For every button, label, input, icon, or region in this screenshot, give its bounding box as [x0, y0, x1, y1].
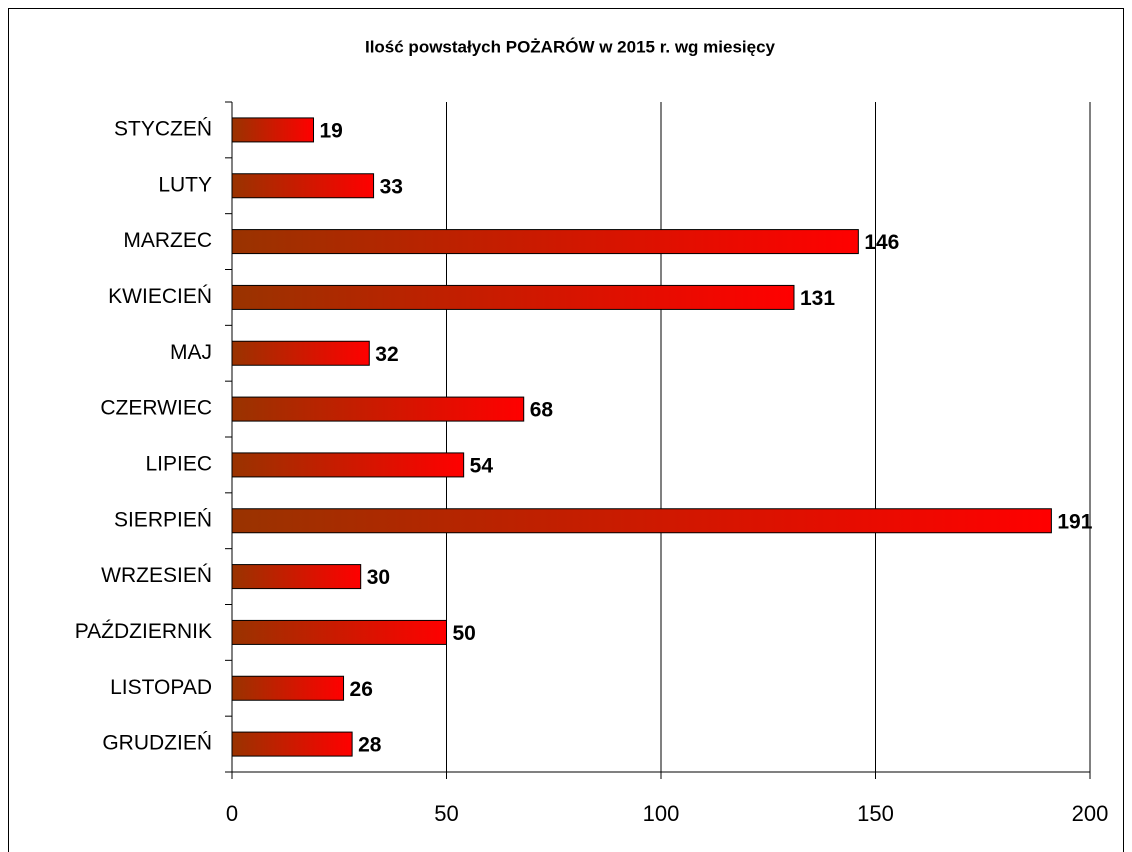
y-tick-label: GRUDZIEŃ [102, 732, 212, 755]
value-label: 32 [375, 343, 398, 366]
value-label: 191 [1057, 510, 1092, 533]
chart-title: Ilość powstałych POŻARÓW w 2015 r. wg mi… [365, 37, 776, 56]
bar [231, 340, 370, 366]
bar [231, 619, 447, 645]
value-label: 30 [367, 566, 390, 589]
bar [231, 284, 795, 310]
value-label: 26 [350, 678, 373, 701]
y-tick-label: LUTY [158, 173, 212, 196]
y-tick-label: STYCZEŃ [114, 117, 212, 140]
x-tick-label: 150 [857, 801, 894, 826]
y-tick-label: KWIECIEŃ [108, 285, 212, 308]
y-tick-label: CZERWIEC [100, 397, 212, 420]
chart-border [8, 8, 1124, 852]
value-label: 54 [470, 454, 494, 477]
bar [231, 173, 375, 199]
y-tick-label: WRZESIEŃ [101, 564, 212, 587]
x-tick-label: 50 [434, 801, 458, 826]
x-tick-label: 100 [643, 801, 680, 826]
bar [231, 508, 1052, 534]
x-tick-label: 200 [1072, 801, 1109, 826]
value-label: 19 [320, 119, 343, 142]
bar [231, 229, 859, 255]
value-label: 146 [864, 231, 899, 254]
value-label: 50 [453, 622, 476, 645]
value-label: 33 [380, 175, 403, 198]
bar [231, 396, 525, 422]
y-tick-label: LISTOPAD [110, 676, 212, 699]
x-tick-label: 0 [226, 801, 238, 826]
value-label: 28 [358, 734, 382, 757]
bar [231, 117, 315, 143]
y-tick-label: SIERPIEŃ [114, 508, 212, 531]
value-label: 131 [800, 287, 835, 310]
bar [231, 452, 465, 478]
bar [231, 731, 353, 757]
value-label: 68 [530, 399, 554, 422]
y-tick-label: PAŹDZIERNIK [75, 620, 212, 643]
y-tick-label: MARZEC [123, 229, 212, 252]
bar [231, 564, 362, 590]
y-tick-label: LIPIEC [145, 452, 212, 475]
bar [231, 675, 345, 701]
y-tick-label: MAJ [170, 341, 212, 364]
